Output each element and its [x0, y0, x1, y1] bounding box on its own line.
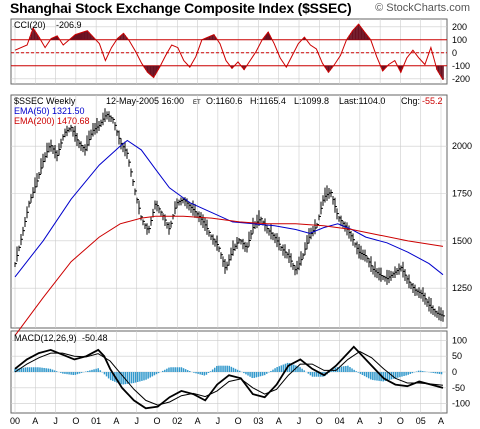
x-tick-label: 01 — [91, 416, 101, 426]
x-tick-label: A — [195, 416, 201, 426]
cci-ytick-label: -100 — [452, 61, 470, 71]
x-tick-label: J — [53, 416, 58, 426]
x-tick-label: J — [216, 416, 221, 426]
x-tick-label: O — [72, 416, 79, 426]
ema50-legend: EMA(50) 1321.50 — [14, 106, 85, 116]
macd-legend-label: MACD(12,26,9) — [14, 333, 77, 343]
x-tick-label: J — [297, 416, 302, 426]
price-ytick-label: 1500 — [452, 236, 472, 246]
cci-ytick-label: -200 — [452, 74, 470, 84]
price-panel — [10, 94, 448, 329]
macd-ytick-label: 50 — [452, 351, 462, 361]
x-tick-label: A — [276, 416, 282, 426]
x-tick-label: A — [113, 416, 119, 426]
macd-ytick-label: 100 — [452, 335, 467, 345]
macd-ytick-label: -50 — [452, 383, 465, 393]
x-tick-label: J — [134, 416, 139, 426]
x-tick-label: A — [357, 416, 363, 426]
cci-ytick-label: 0 — [452, 48, 457, 58]
macd-legend-value: -50.48 — [82, 333, 108, 343]
price-legend-symbol: $SSEC Weekly — [14, 96, 76, 106]
cci-legend-label: CCI(20) — [14, 20, 46, 30]
x-tick-label: 02 — [172, 416, 182, 426]
cci-line — [14, 23, 444, 80]
info-chg-label: Chg: — [401, 96, 420, 106]
price-ytick-label: 1750 — [452, 189, 472, 199]
x-tick-label: 04 — [335, 416, 345, 426]
x-tick-label: O — [397, 416, 404, 426]
info-last: Last:1104.0 — [339, 96, 385, 106]
x-tick-label: A — [438, 416, 444, 426]
cci-legend-value: -206.9 — [56, 20, 82, 30]
macd-ytick-label: -100 — [452, 399, 470, 409]
x-tick-label: 03 — [253, 416, 263, 426]
chart-title: Shanghai Stock Exchange Composite Index … — [10, 0, 352, 16]
x-tick-label: O — [235, 416, 242, 426]
info-low: L:1099.8 — [294, 96, 329, 106]
x-tick-label: 00 — [10, 416, 20, 426]
x-tick-label: 05 — [416, 416, 426, 426]
price-ytick-label: 2000 — [452, 141, 472, 151]
x-tick-label: A — [32, 416, 38, 426]
ema200-line — [14, 215, 444, 336]
credit-text: © StockCharts.com — [375, 2, 470, 14]
info-open: O:1160.6 — [206, 96, 242, 106]
info-high: H:1165.4 — [250, 96, 286, 106]
macd-line — [14, 345, 444, 410]
info-tz: ET — [193, 100, 201, 106]
ema50-line — [14, 139, 444, 278]
ema200-legend: EMA(200) 1470.68 — [14, 116, 90, 126]
cci-ytick-label: 100 — [452, 35, 467, 45]
info-date: 12-May-2005 16:00 — [106, 96, 184, 106]
x-tick-label: J — [378, 416, 383, 426]
cci-ytick-label: 200 — [452, 22, 467, 32]
x-tick-label: O — [153, 416, 160, 426]
info-chg-value: -55.2 — [422, 96, 443, 106]
price-ytick-label: 1250 — [452, 283, 472, 293]
macd-ytick-label: 0 — [452, 367, 457, 377]
x-tick-label: O — [316, 416, 323, 426]
